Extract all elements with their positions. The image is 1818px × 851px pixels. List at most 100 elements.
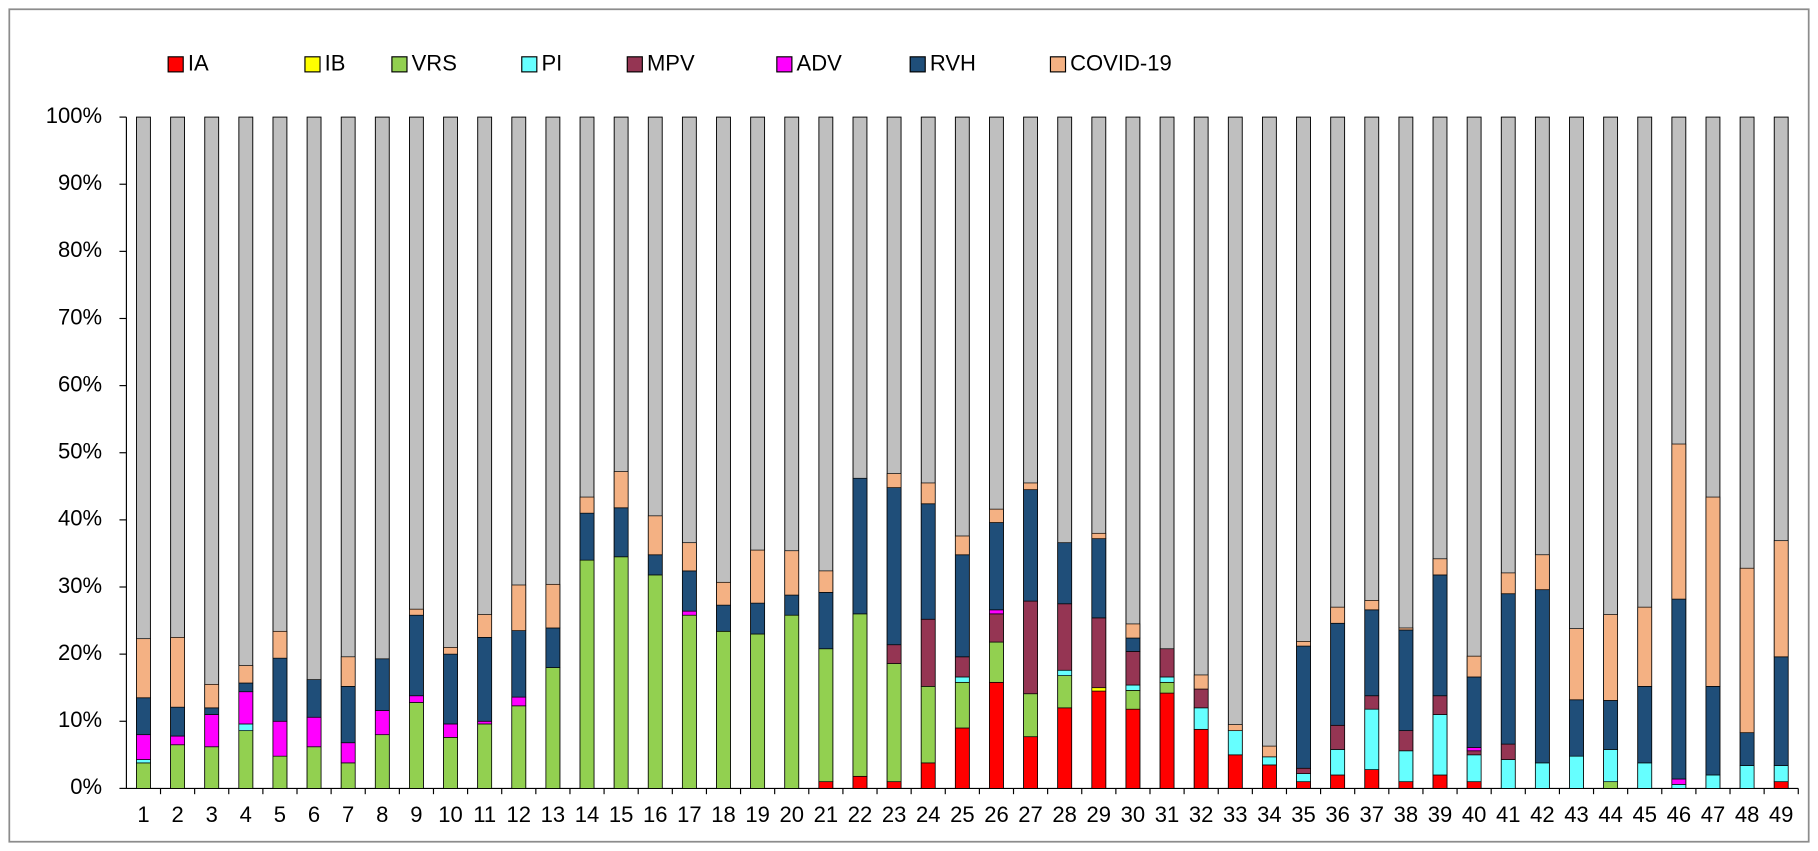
bar-segment	[477, 637, 492, 722]
bar-segment	[682, 542, 697, 572]
bar-segment	[1364, 609, 1380, 697]
bar-segment	[1125, 623, 1141, 639]
bar-segment	[1739, 567, 1755, 734]
bar-segment	[340, 762, 356, 789]
bar-segment	[1330, 606, 1345, 624]
bar-segment	[136, 697, 151, 736]
bar-segment	[852, 613, 868, 777]
bar-segment	[682, 570, 697, 612]
bar-segment	[170, 735, 185, 746]
bar-segment	[1739, 732, 1755, 766]
x-tick-label: 28	[1052, 802, 1077, 827]
bar-segment	[647, 574, 663, 789]
bar-segment	[1466, 747, 1482, 752]
bar-segment	[886, 663, 902, 783]
bar-segment	[716, 581, 731, 606]
bar-segment	[511, 696, 527, 707]
bar-segment	[545, 667, 561, 789]
bar-segment	[136, 759, 151, 764]
y-tick-label: 30%	[58, 573, 102, 598]
legend-label: PI	[541, 51, 562, 76]
bar-segment	[1159, 648, 1175, 678]
x-tick-label: 18	[711, 802, 736, 827]
bar-segment	[1364, 708, 1380, 770]
bar-segment	[1398, 629, 1414, 732]
bar-segment	[374, 710, 390, 736]
bar-segment	[511, 630, 527, 698]
x-tick-label: 23	[882, 802, 907, 827]
x-tick-label: 14	[575, 802, 600, 827]
legend-swatch	[776, 56, 793, 73]
bar-segment	[1159, 676, 1175, 683]
bar-segment	[204, 714, 220, 748]
bar-segment	[409, 695, 424, 703]
x-tick-label: 25	[950, 802, 974, 827]
x-tick-label: 31	[1155, 802, 1180, 827]
x-tick-label: 17	[677, 802, 702, 827]
bar-segment	[818, 781, 834, 789]
bar-segment	[511, 705, 527, 789]
bar-background	[1261, 116, 1277, 789]
bar-segment	[136, 762, 151, 789]
bar-segment	[1091, 538, 1107, 619]
bar-background	[1227, 116, 1243, 789]
bar-segment	[1466, 750, 1482, 756]
legend-swatch	[909, 56, 926, 73]
bar-segment	[852, 477, 868, 615]
bar-segment	[920, 686, 936, 764]
bar-segment	[818, 570, 834, 593]
bar-segment	[1296, 645, 1311, 769]
x-tick-label: 41	[1496, 802, 1521, 827]
bar-segment	[989, 522, 1004, 611]
bar-segment	[1159, 681, 1175, 694]
bar-segment	[306, 746, 322, 789]
x-tick-label: 29	[1087, 802, 1112, 827]
bar-segment	[784, 550, 800, 596]
bar-segment	[1227, 730, 1243, 756]
bar-segment	[1500, 759, 1516, 789]
bar-segment	[886, 487, 902, 646]
bar-segment	[443, 653, 458, 725]
bar-segment	[1603, 700, 1618, 750]
bar-segment	[955, 681, 970, 729]
bar-segment	[955, 727, 970, 789]
bar-segment	[204, 746, 220, 789]
bar-segment	[477, 723, 492, 789]
y-tick-label: 20%	[58, 640, 102, 665]
bar-segment	[170, 706, 185, 737]
bar-segment	[1500, 593, 1516, 745]
bar-segment	[1296, 767, 1311, 774]
x-tick-label: 11	[473, 802, 496, 827]
y-tick-label: 90%	[58, 170, 102, 195]
x-tick-label: 20	[779, 802, 803, 827]
bar-segment	[955, 656, 970, 678]
bar-segment	[306, 716, 322, 748]
bar-segment	[989, 609, 1004, 615]
bar-segment	[477, 720, 492, 725]
bar-segment	[1569, 628, 1584, 701]
bar-segment	[955, 676, 970, 683]
bar-segment	[682, 614, 697, 789]
x-tick-label: 34	[1257, 802, 1282, 827]
x-tick-label: 43	[1564, 802, 1589, 827]
bar-segment	[989, 681, 1004, 789]
bar-segment	[750, 602, 765, 635]
bar-segment	[1262, 764, 1277, 789]
bar-segment	[1705, 686, 1721, 776]
bar-segment	[1091, 690, 1107, 789]
x-tick-label: 49	[1769, 802, 1794, 827]
bar-segment	[545, 627, 561, 668]
x-tick-label: 2	[171, 802, 183, 827]
bar-segment	[750, 633, 765, 789]
bar-segment	[1535, 554, 1550, 591]
bar-segment	[1603, 749, 1618, 783]
bar-segment	[1296, 773, 1311, 783]
bar-segment	[238, 665, 254, 684]
bar-segment	[1432, 558, 1448, 576]
legend-swatch	[1049, 56, 1067, 73]
bar-segment	[1057, 707, 1072, 789]
bar-segment	[1364, 600, 1380, 611]
x-tick-label: 37	[1360, 802, 1385, 827]
x-tick-label: 48	[1735, 802, 1760, 827]
